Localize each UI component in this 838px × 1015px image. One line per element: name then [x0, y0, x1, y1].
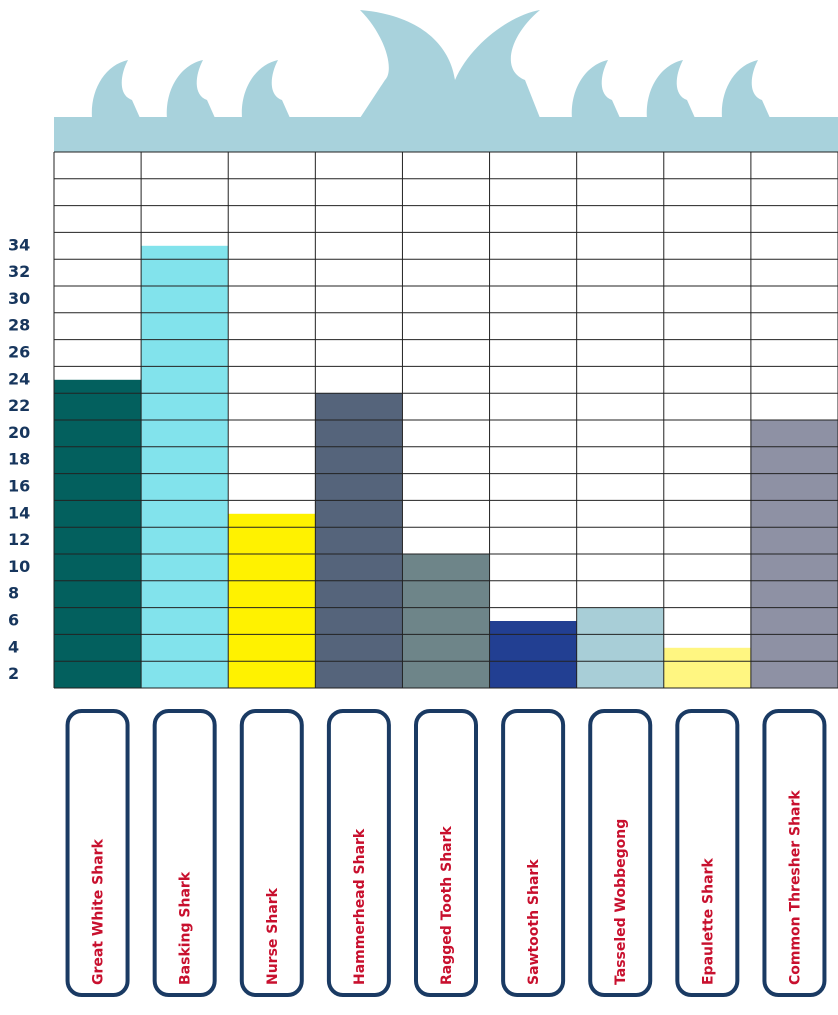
- category-label-common-thresher-shark: Common Thresher Shark: [787, 790, 803, 985]
- large-fin-icon: [360, 10, 540, 118]
- category-tag: [762, 709, 827, 997]
- y-tick-label: 32: [8, 262, 30, 281]
- category-label-hammerhead-shark: Hammerhead Shark: [352, 828, 368, 985]
- category-tag: [414, 709, 478, 997]
- category-tag: [65, 709, 130, 997]
- bar-nurse-shark: [228, 513, 316, 688]
- category-tag: [326, 709, 391, 997]
- water-band: [54, 117, 838, 152]
- bar-sawtooth-shark: [489, 621, 577, 688]
- category-tag: [501, 709, 566, 997]
- category-labels: Great White Shark Basking Shark Nurse Shar…: [65, 709, 827, 997]
- y-tick-label: 26: [8, 343, 30, 362]
- category-label-epaulette-shark: Epaulette Shark: [700, 858, 716, 985]
- y-tick-label: 12: [8, 530, 30, 549]
- y-tick-label: 22: [8, 396, 30, 415]
- y-tick-label: 28: [8, 316, 30, 335]
- y-tick-label: 20: [8, 423, 30, 442]
- shark-fin-icon: [241, 60, 290, 118]
- y-tick-label: 18: [8, 450, 30, 469]
- y-tick-label: 30: [8, 289, 30, 308]
- y-tick-label: 16: [8, 477, 30, 496]
- grid-lines: [53, 151, 838, 689]
- category-label-ragged-tooth-shark: Ragged Tooth Shark: [439, 825, 455, 985]
- shark-fin-icon: [571, 60, 620, 118]
- category-label-nurse-shark: Nurse Shark: [265, 887, 281, 985]
- shark-fin-icon: [721, 60, 770, 118]
- y-tick-label: 24: [8, 369, 30, 388]
- y-tick-label: 2: [8, 664, 19, 683]
- category-label-sawtooth-shark: Sawtooth Shark: [526, 859, 542, 985]
- y-tick-label: 14: [8, 503, 30, 522]
- shark-fin-banner: [54, 10, 838, 152]
- category-tag: [675, 709, 740, 997]
- shark-fin-icon: [91, 60, 140, 118]
- bar-great-white-shark: [54, 379, 142, 688]
- category-label-basking-shark: Basking Shark: [178, 871, 194, 985]
- bar-ragged-tooth-shark: [402, 554, 490, 688]
- category-label-great-white-shark: Great White Shark: [91, 838, 107, 985]
- shark-fin-icon: [646, 60, 695, 118]
- y-tick-label: 6: [8, 611, 19, 630]
- category-tag: [588, 709, 653, 997]
- bar-hammerhead-shark: [315, 393, 403, 688]
- category-tag: [239, 709, 304, 997]
- y-tick-label: 10: [8, 557, 30, 576]
- bars-group: [54, 245, 838, 689]
- y-tick-label: 34: [8, 235, 30, 254]
- shark-fin-icon: [166, 60, 215, 118]
- category-label-tasseled-wobbegong: Tasseled Wobbegong: [613, 819, 629, 985]
- y-tick-label: 4: [8, 637, 19, 656]
- y-tick-label: 8: [8, 584, 19, 603]
- bar-basking-shark: [141, 245, 229, 689]
- category-tag: [152, 709, 217, 997]
- bar-epaulette-shark: [663, 647, 751, 688]
- bar-tasseled-wobbegong: [576, 607, 664, 688]
